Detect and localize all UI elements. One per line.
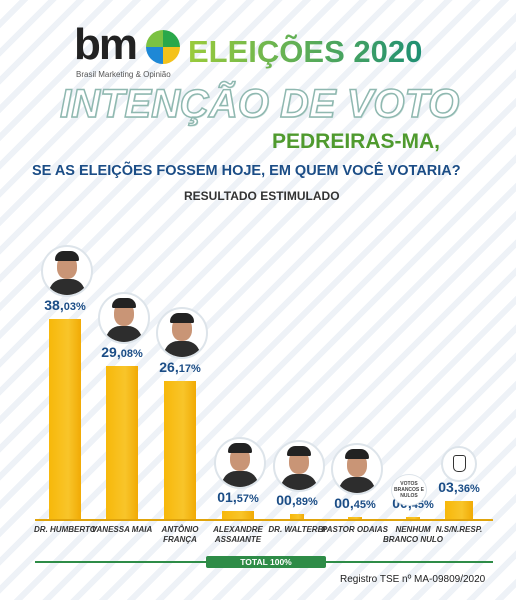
chart-baseline <box>35 519 493 521</box>
category-label-5: DR. WALTERBI <box>268 525 326 534</box>
category-label-7: NENHUM BRANCO NULO <box>383 525 443 544</box>
category-label-3: ANTÔNIO FRANÇA <box>161 525 199 544</box>
bar-5 <box>290 514 304 519</box>
value-label-1: 38,03% <box>25 297 105 313</box>
candidate-photo-5 <box>273 440 325 493</box>
hand-icon <box>441 446 477 482</box>
blank-null-votes-badge: VOTOS BRANCOS E NULOS <box>391 474 427 506</box>
value-integer: 29, <box>101 344 121 361</box>
bar-2 <box>106 366 138 519</box>
vote-intention-heading: INTENÇÃO DE VOTO <box>59 81 460 127</box>
value-decimal: 45% <box>353 498 376 511</box>
bar-7 <box>406 516 420 519</box>
value-decimal: 36% <box>457 483 480 496</box>
candidate-photo-1 <box>41 245 93 297</box>
result-type: RESULTADO ESTIMULADO <box>184 189 340 203</box>
candidate-photo-2 <box>98 292 150 345</box>
value-decimal: 03% <box>63 301 86 313</box>
category-label-6: PASTOR ODAIAS <box>322 525 388 534</box>
bar-6 <box>348 516 362 519</box>
value-label-3: 26,17% <box>140 359 220 375</box>
logo-subtitle: Brasil Marketing & Opinião <box>76 70 171 79</box>
category-label-8: N.S/N.RESP. <box>435 525 483 534</box>
category-label-4: ALEXANDRE ASSAIANTE <box>213 525 263 544</box>
value-decimal: 89% <box>295 496 318 509</box>
bar-8 <box>445 501 473 519</box>
value-integer: 00, <box>276 492 296 509</box>
city-label: PEDREIRAS-MA, <box>272 130 441 153</box>
bmo-logo: bm Brasil Marketing & Opinião <box>74 20 186 79</box>
value-label-2: 29,08% <box>82 344 162 360</box>
bar-1 <box>49 319 81 519</box>
value-integer: 03, <box>438 479 458 496</box>
value-integer: 00, <box>334 494 354 511</box>
value-decimal: 08% <box>120 348 143 361</box>
category-label-2: VANESSA MAIA <box>91 525 153 534</box>
value-integer: 26, <box>159 359 179 376</box>
category-label-1: DR. HUMBERTO <box>34 525 96 534</box>
bar-4 <box>222 510 254 519</box>
bar-3 <box>164 381 196 519</box>
value-integer: 01, <box>217 488 237 505</box>
total-badge: TOTAL 100% <box>206 556 326 568</box>
value-decimal: 57% <box>236 492 259 505</box>
tse-registration: Registro TSE nº MA-09809/2020 <box>340 574 486 585</box>
elections-title: ELEIÇÕES 2020 <box>188 34 423 69</box>
candidate-photo-6 <box>331 442 383 495</box>
survey-question: SE AS ELEIÇÕES FOSSEM HOJE, EM QUEM VOCÊ… <box>32 163 461 179</box>
candidate-photo-4 <box>214 436 266 489</box>
value-label-8: 03,36% <box>419 479 499 495</box>
value-label-5: 00,89% <box>257 492 337 508</box>
candidate-photo-3 <box>156 307 208 360</box>
value-integer: 38, <box>44 297 64 313</box>
value-label-4: 01,57% <box>198 489 278 505</box>
value-decimal: 17% <box>178 363 201 376</box>
logo-circle-icon <box>146 30 180 64</box>
logo-text: bm <box>74 20 138 69</box>
value-label-6: 00,45% <box>315 495 395 511</box>
